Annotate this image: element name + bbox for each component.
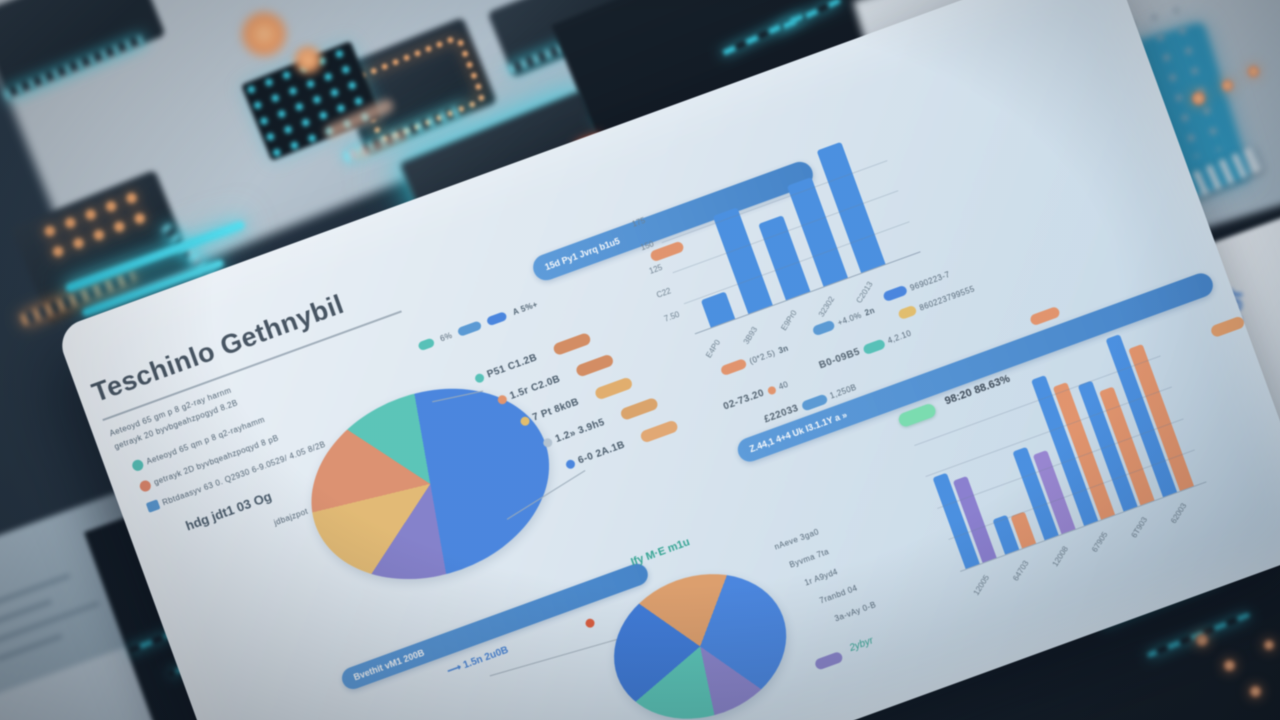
stat-item: (0*2.5) 3n: [719, 343, 790, 377]
stat-item: B0-09B5 4,2.10: [818, 328, 913, 372]
stat-value: 4,2.10: [886, 328, 913, 346]
orange-node-c: [1250, 686, 1261, 697]
card-text-bar: [0, 633, 63, 662]
top-bar-chart-plot: [650, 129, 921, 335]
footer-dot: [584, 617, 596, 629]
stat-badge: [719, 357, 748, 377]
mini-legend-swatch: [486, 310, 509, 327]
pie-label-text: 7 Pt 8k0B: [530, 396, 581, 424]
bottom-pie-footer-badge: [813, 650, 844, 671]
right-card-dot-a: [1192, 92, 1205, 105]
bottom-pie-heading: Ify M·E m1u: [629, 536, 692, 569]
legend-swatch: [130, 458, 145, 473]
pie-label-dot: [541, 436, 554, 449]
right-card-dot-c: [1248, 66, 1259, 77]
stat-value: 3n: [777, 343, 790, 356]
band-2-pill-left: [1028, 305, 1061, 327]
mini-legend-label: 6%: [438, 330, 454, 344]
pie-label-badge: [619, 396, 659, 422]
highlight-sub: jdbajzpot: [272, 506, 310, 528]
stat-badge: [766, 384, 777, 396]
mini-legend-swatch: [457, 320, 483, 337]
bottom-pie-list-item: 1r A9yd4: [803, 567, 840, 588]
bottom-pie-list-item: 7ranbd 04: [818, 583, 859, 606]
pie-label-dot: [473, 371, 486, 384]
bokeh-light-b: [292, 44, 324, 76]
pie-label-dot: [519, 414, 531, 427]
stat-label: 860223799555: [918, 283, 976, 313]
stat-badge: [882, 284, 909, 303]
band-3-text: Bvethit vM1 200B: [352, 647, 426, 683]
bottom-pie-list-item: 3a-vAy 0-B: [833, 600, 878, 624]
orange-node-d: [1264, 640, 1274, 650]
pie-label-badge: [574, 353, 615, 378]
pie-label-badge: [593, 376, 634, 401]
mini-legend: 6% A 5%+: [417, 300, 539, 352]
stat-label: B0-09B5: [817, 346, 862, 372]
stat-label: (0*2.5): [748, 347, 777, 366]
pie-label-text: P51 C1.2B: [485, 351, 539, 380]
band-2-pill-right: [1209, 315, 1246, 339]
card-text-bar: [0, 599, 53, 631]
stat-label: 02-73.20: [721, 387, 766, 413]
top-bar-chart: 175 150 125 C22 7.50 E4P0 3B93 E9Pr0 32302 C2013: [609, 127, 933, 367]
legend-swatch: [145, 499, 161, 513]
stat-label: +4.0%: [836, 310, 863, 328]
grouped-bar-plot: [902, 323, 1207, 572]
stat-badge: [811, 319, 836, 337]
orange-node-a: [1196, 634, 1208, 646]
bottom-pie-footer-text: 2ybyr: [848, 635, 875, 654]
pie-label-text: 1.5r C2.0B: [508, 373, 562, 402]
pie-label-text: 1.2» 3.9h5: [553, 416, 607, 445]
bottom-pie-list-item: nAeve 3ga0: [773, 527, 821, 552]
orange-node-b: [1224, 660, 1235, 671]
main-pie-chart: [284, 356, 577, 612]
band-1-text: 15d Py1 Jvrq b1u5: [543, 235, 622, 273]
pie-label-text: 6-0 2A.1B: [576, 438, 627, 467]
stat-value: 40: [777, 379, 790, 392]
pie-label-badge: [639, 419, 680, 444]
stat-badge: [897, 304, 918, 321]
pie-label-badge: [551, 332, 592, 357]
right-card-dot-b: [1222, 80, 1233, 91]
section-band-3: Bvethit vM1 200B: [338, 560, 651, 693]
stat-value: 2n: [863, 305, 876, 318]
pie-label-dot: [496, 393, 508, 406]
bottom-pie-list-item: Byvma 7ta: [788, 546, 831, 570]
mini-legend-label: A 5%+: [511, 299, 540, 318]
pie-label-dot: [564, 458, 577, 470]
stat-badge: [861, 337, 886, 355]
legend-swatch: [138, 478, 153, 494]
bokeh-light-a: [238, 8, 290, 60]
mini-legend-swatch: [417, 337, 436, 352]
